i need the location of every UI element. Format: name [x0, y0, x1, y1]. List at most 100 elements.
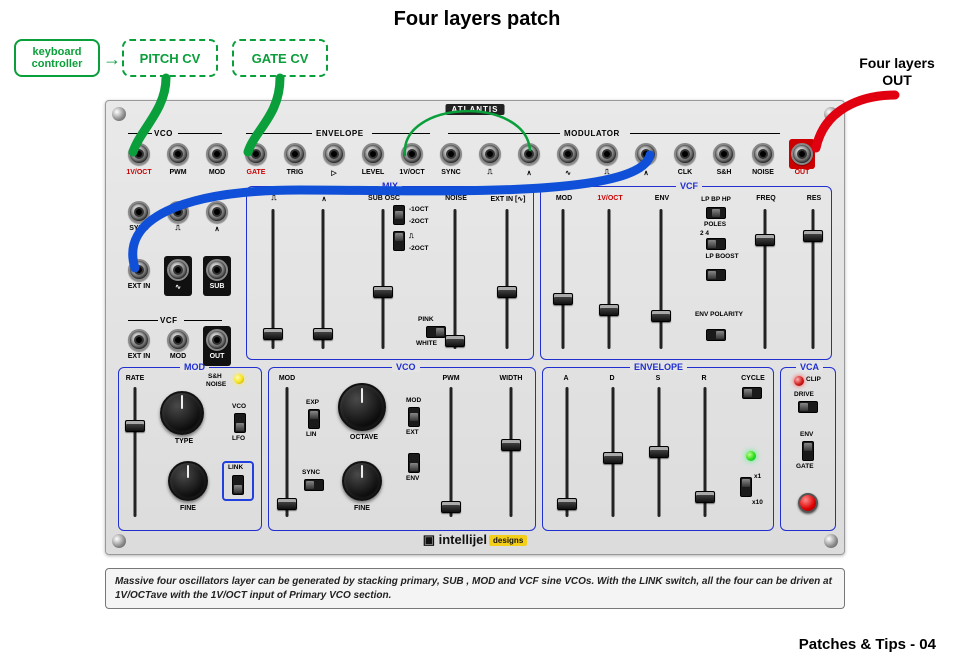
slider-label: 1V/OCT: [588, 195, 632, 202]
mix-slider-4[interactable]: [498, 209, 516, 349]
poles-nums: 2 4: [700, 230, 709, 237]
jack-label: S&H: [711, 169, 737, 176]
jack-label: PWM: [165, 169, 191, 176]
jack-out[interactable]: [791, 143, 813, 165]
mod-fine-knob[interactable]: [168, 461, 208, 501]
jack-mod[interactable]: [167, 329, 189, 351]
jack-⎍[interactable]: [479, 143, 501, 165]
section-vco-top: VCO: [154, 129, 173, 138]
jack-level[interactable]: [362, 143, 384, 165]
jack-⎍[interactable]: [167, 201, 189, 223]
brand-tag: ATLANTIS: [446, 104, 505, 115]
pwm-slider[interactable]: [442, 387, 460, 517]
vcf-slider-2[interactable]: [652, 209, 670, 349]
jack-out[interactable]: [206, 329, 228, 351]
jack-pwm[interactable]: [167, 143, 189, 165]
jack-gate[interactable]: [245, 143, 267, 165]
sub-osc-oct-switch[interactable]: [393, 205, 405, 225]
vco-small-label: VCO: [232, 403, 246, 410]
env-slider-R[interactable]: [696, 387, 714, 517]
jack-label: 1V/OCT: [126, 169, 152, 176]
clip-label: CLIP: [806, 376, 821, 383]
vcf-slider-4[interactable]: [804, 209, 822, 349]
vcf-mini-label: VCF: [160, 316, 178, 325]
poles-switch[interactable]: [706, 238, 726, 250]
jack-clk[interactable]: [674, 143, 696, 165]
slider-label: ⎍: [254, 195, 294, 203]
jack-ext in[interactable]: [128, 259, 150, 281]
vcf-slider-1[interactable]: [600, 209, 618, 349]
env-slider-D[interactable]: [604, 387, 622, 517]
jack-sync[interactable]: [128, 201, 150, 223]
jack-sub[interactable]: [206, 259, 228, 281]
jack-trig[interactable]: [284, 143, 306, 165]
jack-sync[interactable]: [440, 143, 462, 165]
vca-env-gate-switch[interactable]: [802, 441, 814, 461]
adsr-label: A: [554, 375, 578, 382]
synth-panel: ATLANTIS VCO ENVELOPE MODULATOR VCF MIX …: [105, 100, 845, 555]
page-number: Patches & Tips - 04: [799, 636, 936, 653]
width-slider[interactable]: [502, 387, 520, 517]
jack-ext in[interactable]: [128, 329, 150, 351]
rate-slider[interactable]: [126, 387, 144, 517]
jack-⎍[interactable]: [596, 143, 618, 165]
jack-∧[interactable]: [518, 143, 540, 165]
env-polarity-switch[interactable]: [706, 329, 726, 341]
cycle-switch[interactable]: [742, 387, 762, 399]
link-switch[interactable]: [232, 475, 244, 495]
octave-knob[interactable]: [338, 383, 386, 431]
env-slider-S[interactable]: [650, 387, 668, 517]
jack-∿[interactable]: [167, 259, 189, 281]
mix-slider-0[interactable]: [264, 209, 282, 349]
jack-s&h[interactable]: [713, 143, 735, 165]
jack-∧[interactable]: [635, 143, 657, 165]
lp-bp-hp-switch[interactable]: [706, 207, 726, 219]
env-x1-x10-switch[interactable]: [740, 477, 752, 497]
jack-∿[interactable]: [557, 143, 579, 165]
mix-slider-1[interactable]: [314, 209, 332, 349]
jack-label: GATE: [243, 169, 269, 176]
adsr-label: D: [600, 375, 624, 382]
x10-label: x10: [752, 499, 763, 506]
env-slider-A[interactable]: [558, 387, 576, 517]
poles-label: POLES: [704, 221, 726, 228]
jack-label: ⎍: [477, 169, 503, 177]
vco-mod-slider[interactable]: [278, 387, 296, 517]
slider-label: SUB OSC: [364, 195, 404, 202]
slider-label: FREQ: [744, 195, 788, 202]
exp-lin-switch[interactable]: [308, 409, 320, 429]
jack-∧[interactable]: [206, 201, 228, 223]
adsr-label: S: [646, 375, 670, 382]
mod-ext-switch[interactable]: [408, 407, 420, 427]
slider-label: NOISE: [436, 195, 476, 202]
pink-label: PINK: [418, 316, 434, 323]
type-knob[interactable]: [160, 391, 204, 435]
vca-button[interactable]: [798, 493, 818, 513]
jack-▷[interactable]: [323, 143, 345, 165]
pwm-env-switch[interactable]: [408, 453, 420, 473]
jack-noise[interactable]: [752, 143, 774, 165]
switch-label: -2OCT: [409, 218, 429, 225]
noise-label: NOISE: [206, 381, 226, 388]
lin-label: LIN: [306, 431, 316, 438]
jack-mod[interactable]: [206, 143, 228, 165]
noise-pink-white-switch[interactable]: [426, 326, 446, 338]
lp-boost-switch[interactable]: [706, 269, 726, 281]
sub-osc-wave-switch[interactable]: [393, 231, 405, 251]
switch-label: ⎍: [409, 233, 414, 241]
drive-switch[interactable]: [798, 401, 818, 413]
rate-label: RATE: [122, 375, 148, 382]
mix-slider-2[interactable]: [374, 209, 392, 349]
section-modulator-top: MODULATOR: [564, 129, 620, 138]
fine-label: FINE: [172, 505, 204, 512]
vcf-slider-0[interactable]: [554, 209, 572, 349]
mix-slider-3[interactable]: [446, 209, 464, 349]
vco-lfo-switch[interactable]: [234, 413, 246, 433]
jack-1v/oct[interactable]: [401, 143, 423, 165]
slider-label: EXT IN [∿]: [488, 195, 528, 203]
jack-1v/oct[interactable]: [128, 143, 150, 165]
sync-switch[interactable]: [304, 479, 324, 491]
vcf-slider-3[interactable]: [756, 209, 774, 349]
jack-label: EXT IN: [126, 283, 152, 290]
vco-fine-knob[interactable]: [342, 461, 382, 501]
